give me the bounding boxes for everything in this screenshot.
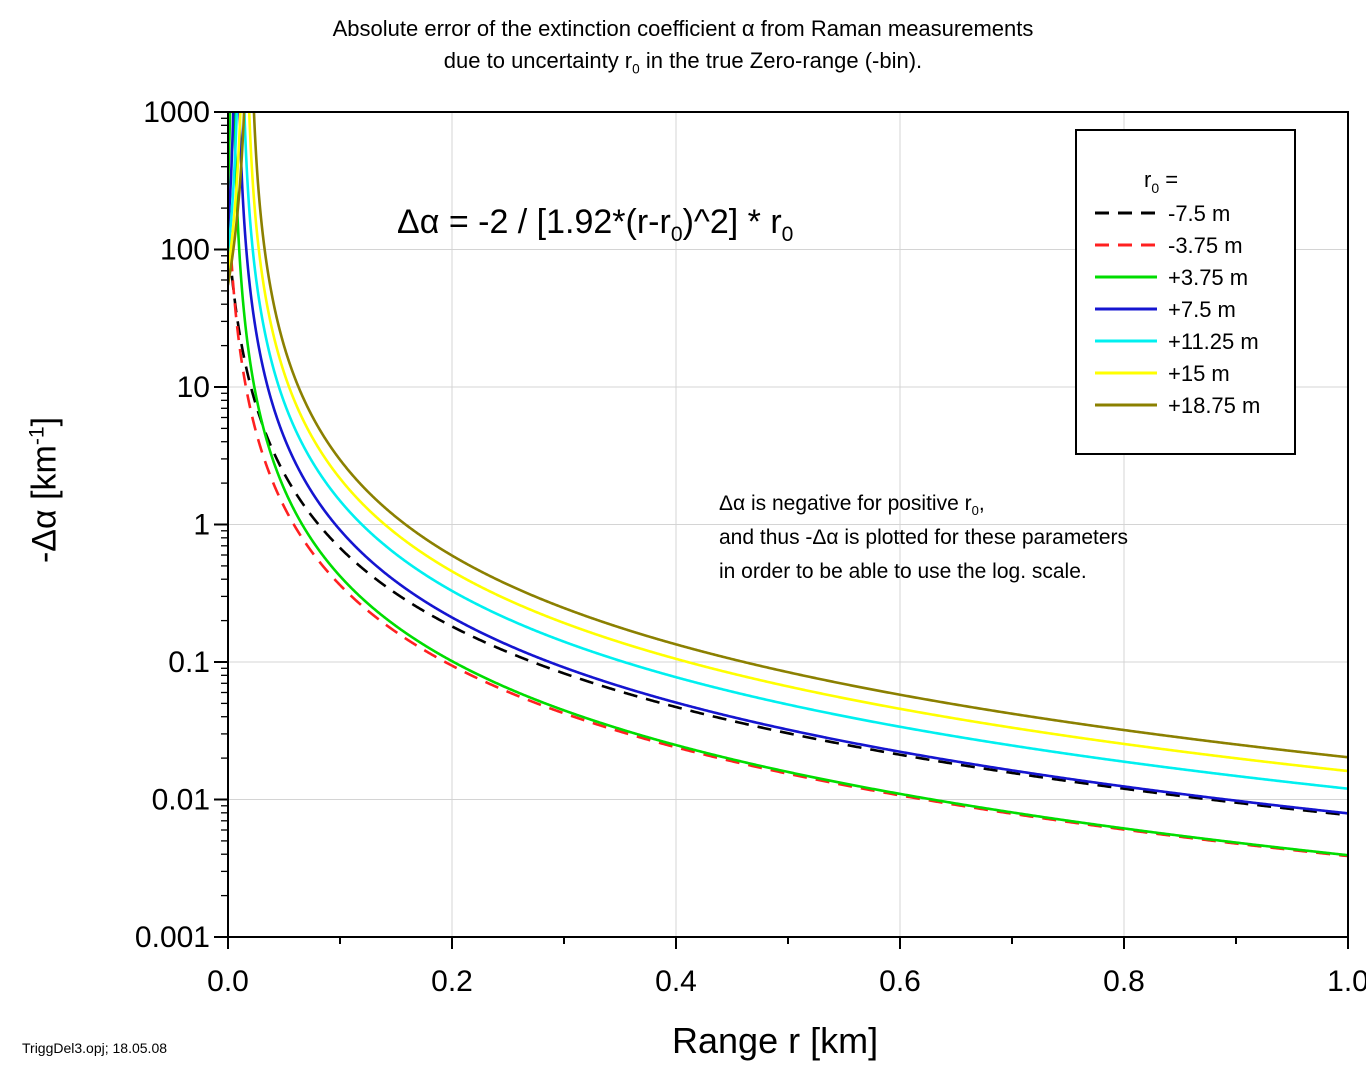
- formula-mid: )^2] * r: [682, 203, 782, 241]
- y-axis-label-end: ]: [25, 416, 64, 427]
- legend-label-6: +15 m: [1168, 361, 1230, 386]
- series-line-6: [228, 112, 1348, 773]
- x-tick-label: 0.4: [655, 965, 697, 998]
- formula-sub1: 0: [670, 222, 683, 246]
- legend-label-4: +7.5 m: [1168, 297, 1236, 322]
- series-line-7: [228, 112, 1348, 759]
- annotation-subscript: 0: [971, 503, 979, 519]
- y-tick-label: 1000: [143, 96, 210, 129]
- y-axis-label-sup: -1: [25, 426, 49, 446]
- y-tick-label: 1: [193, 509, 210, 542]
- annotation-text-end: ,: [978, 492, 985, 515]
- formula: Δα = -2 / [1.92*(r-r0)^2] * r0: [397, 203, 793, 247]
- legend-label-7: +18.75 m: [1168, 393, 1260, 418]
- x-tick-label: 0.0: [207, 965, 249, 998]
- x-tick-label: 0.6: [879, 965, 921, 998]
- series-line-5: [228, 112, 1348, 790]
- curves: [228, 112, 1348, 858]
- formula-sub2: 0: [781, 222, 794, 246]
- series-line-3: [228, 112, 1348, 857]
- x-tick-label: 0.8: [1103, 965, 1145, 998]
- footnote: TriggDel3.opj; 18.05.08: [22, 1040, 168, 1056]
- x-axis-label: Range r [km]: [672, 1020, 879, 1061]
- y-axis-label: -Δα [km-1]: [25, 417, 64, 563]
- x-tick-label: 0.2: [431, 965, 473, 998]
- series-line-2: [228, 188, 1348, 858]
- y-tick-label: 10: [177, 371, 210, 404]
- chart-title: Absolute error of the extinction coeffic…: [332, 16, 1034, 41]
- y-tick-label: 0.01: [152, 784, 210, 817]
- legend-label-2: -3.75 m: [1168, 233, 1243, 258]
- legend-label-1: -7.5 m: [1168, 201, 1230, 226]
- axis-ticks: 0.0 0.2 0.4 0.6 0.8 1.0 0.001 0.01 0.1 1 10 100 1000: [135, 96, 1366, 998]
- series-line-4: [228, 112, 1348, 815]
- formula-lhs: Δα = -2 / [1.92*(r-r: [397, 203, 671, 241]
- subtitle-text-end: in the true Zero-range (-bin).: [639, 48, 923, 73]
- y-tick-label: 100: [160, 234, 210, 267]
- chart-subtitle: due to uncertainty r0 in the true Zero-r…: [0, 48, 1366, 76]
- legend-box: [1075, 129, 1296, 455]
- x-tick-label: 1.0: [1327, 965, 1366, 998]
- annotation-line-1: Δα is negative for positive r0,: [719, 492, 985, 518]
- legend-title: r0 =: [1144, 167, 1178, 196]
- legend-label-5: +11.25 m: [1168, 329, 1259, 354]
- y-axis-label-text: -Δα [km: [25, 445, 64, 564]
- y-tick-label: 0.001: [135, 921, 210, 954]
- legend-label-3: +3.75 m: [1168, 265, 1248, 290]
- subtitle-text: due to uncertainty r: [443, 48, 633, 73]
- legend: r0 = -7.5 m -3.75 m +3.75 m +7.5 m +11.25 m +1…: [1075, 129, 1296, 455]
- annotation-text: Δα is negative for positive r: [719, 492, 972, 515]
- y-tick-label: 0.1: [168, 646, 210, 679]
- annotation-line-3: in order to be able to use the log. scal…: [719, 560, 1087, 583]
- annotation-line-2: and thus -Δα is plotted for these parame…: [719, 526, 1129, 549]
- subtitle-subscript: 0: [632, 61, 640, 77]
